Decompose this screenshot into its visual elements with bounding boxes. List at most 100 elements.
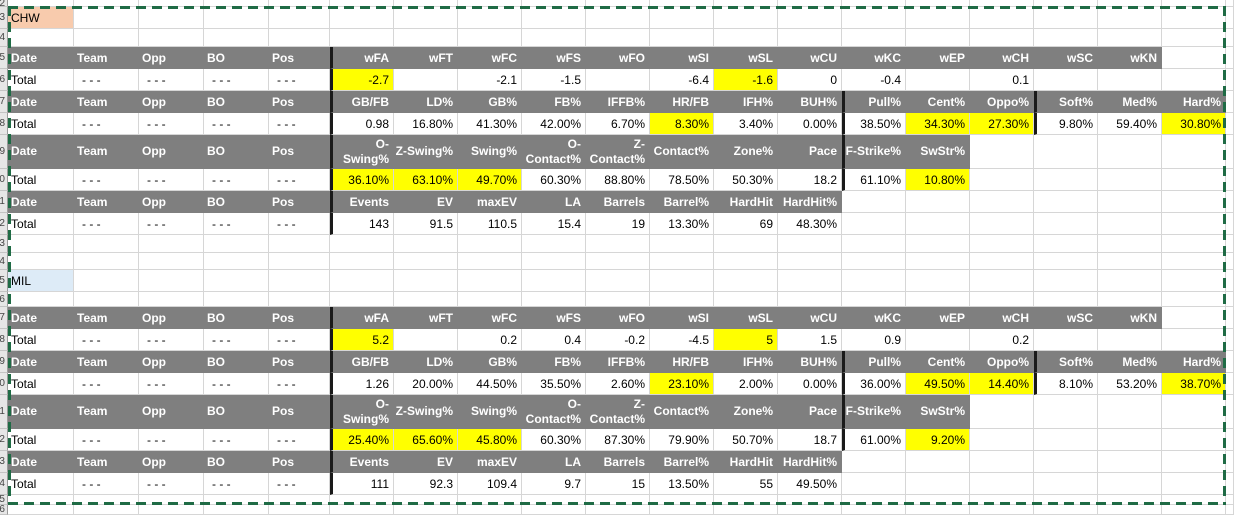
grid-cell[interactable] [458,505,522,515]
grid-cell[interactable] [842,451,906,473]
column-header-cell[interactable]: IFH% [714,91,778,113]
grid-cell[interactable] [714,270,778,292]
row-number[interactable]: 9 [0,135,8,169]
grid-cell[interactable] [1226,0,1234,7]
column-header-cell[interactable]: Opp [139,91,204,113]
placeholder-cell[interactable]: - - - [269,329,330,351]
stat-value-cell[interactable]: 0 [778,69,842,91]
column-header-cell[interactable]: Pos [269,307,330,329]
column-header-cell[interactable]: HardHit [714,451,778,473]
grid-cell[interactable] [330,29,394,47]
grid-cell[interactable] [330,235,394,253]
grid-cell[interactable] [1226,429,1234,451]
stat-value-cell[interactable]: 41.30% [458,113,522,135]
stat-value-cell[interactable]: 60.30% [522,169,586,191]
column-header-cell[interactable]: Date [8,395,74,429]
grid-cell[interactable] [204,0,269,7]
column-header-cell[interactable]: Team [74,91,139,113]
grid-cell[interactable] [1226,113,1234,135]
grid-cell[interactable] [842,0,906,7]
grid-cell[interactable] [1098,235,1162,253]
stat-value-cell[interactable]: 20.00% [394,373,458,395]
placeholder-cell[interactable]: - - - [74,213,139,235]
grid-cell[interactable] [778,29,842,47]
grid-cell[interactable] [1034,429,1098,451]
stat-value-cell[interactable]: 9.80% [1034,113,1098,135]
column-header-cell[interactable]: Zone% [714,135,778,169]
grid-cell[interactable] [650,253,714,270]
grid-cell[interactable] [8,505,74,515]
grid-cell[interactable] [1034,473,1098,495]
stat-value-cell[interactable]: 45.80% [458,429,522,451]
column-header-cell[interactable]: maxEV [458,451,522,473]
stat-value-cell[interactable]: 14.40% [970,373,1034,395]
section-label-cell[interactable]: MIL [8,270,74,292]
grid-cell[interactable] [650,292,714,307]
column-header-cell[interactable]: wFC [458,47,522,69]
placeholder-cell[interactable]: - - - [139,69,204,91]
column-header-cell[interactable]: Med% [1098,351,1162,373]
grid-cell[interactable] [74,292,139,307]
grid-cell[interactable] [650,7,714,29]
row-number[interactable]: 25 [0,495,8,505]
placeholder-cell[interactable]: - - - [139,373,204,395]
grid-cell[interactable] [1226,307,1234,329]
grid-cell[interactable] [1226,191,1234,213]
grid-cell[interactable] [1226,351,1234,373]
stat-value-cell[interactable]: -4.5 [650,329,714,351]
grid-cell[interactable] [1162,235,1226,253]
grid-cell[interactable] [1098,429,1162,451]
grid-cell[interactable] [970,451,1034,473]
stat-value-cell[interactable] [906,69,970,91]
stat-value-cell[interactable]: 38.50% [842,113,906,135]
grid-cell[interactable] [330,292,394,307]
stat-value-cell[interactable] [1098,69,1162,91]
grid-cell[interactable] [970,495,1034,505]
grid-cell[interactable] [842,29,906,47]
stat-value-cell[interactable]: 8.10% [1034,373,1098,395]
grid-cell[interactable] [394,29,458,47]
grid-cell[interactable] [842,473,906,495]
column-header-cell[interactable]: wFC [458,307,522,329]
grid-cell[interactable] [1098,135,1162,169]
column-header-cell[interactable]: BO [204,91,269,113]
column-header-cell[interactable]: Hard% [1162,351,1226,373]
grid-cell[interactable] [714,495,778,505]
stat-value-cell[interactable]: -1.6 [714,69,778,91]
column-header-cell[interactable]: Date [8,135,74,169]
total-label-cell[interactable]: Total [8,429,74,451]
grid-cell[interactable] [1098,292,1162,307]
column-header-cell[interactable]: BO [204,135,269,169]
stat-value-cell[interactable]: 1.5 [778,329,842,351]
column-header-cell[interactable]: wEP [906,47,970,69]
grid-cell[interactable] [139,292,204,307]
stat-value-cell[interactable]: 10.80% [906,169,970,191]
grid-cell[interactable] [1098,473,1162,495]
row-number[interactable]: 23 [0,451,8,473]
column-header-cell[interactable]: Soft% [1034,351,1098,373]
column-header-cell[interactable]: wCU [778,307,842,329]
grid-cell[interactable] [269,7,330,29]
grid-cell[interactable] [842,191,906,213]
stat-value-cell[interactable]: 44.50% [458,373,522,395]
column-header-cell[interactable]: Opp [139,351,204,373]
grid-cell[interactable] [8,235,74,253]
column-header-cell[interactable]: wSI [650,307,714,329]
grid-cell[interactable] [650,0,714,7]
column-header-cell[interactable]: SwStr% [906,395,970,429]
grid-cell[interactable] [906,505,970,515]
column-header-cell[interactable]: BO [204,307,269,329]
grid-cell[interactable] [394,235,458,253]
grid-cell[interactable] [586,270,650,292]
grid-cell[interactable] [204,7,269,29]
grid-cell[interactable] [1162,0,1226,7]
grid-cell[interactable] [1226,270,1234,292]
grid-cell[interactable] [586,253,650,270]
grid-cell[interactable] [139,29,204,47]
column-header-cell[interactable]: GB% [458,91,522,113]
grid-cell[interactable] [1098,270,1162,292]
placeholder-cell[interactable]: - - - [139,329,204,351]
grid-cell[interactable] [906,0,970,7]
row-number[interactable]: 14 [0,253,8,270]
column-header-cell[interactable]: HR/FB [650,91,714,113]
